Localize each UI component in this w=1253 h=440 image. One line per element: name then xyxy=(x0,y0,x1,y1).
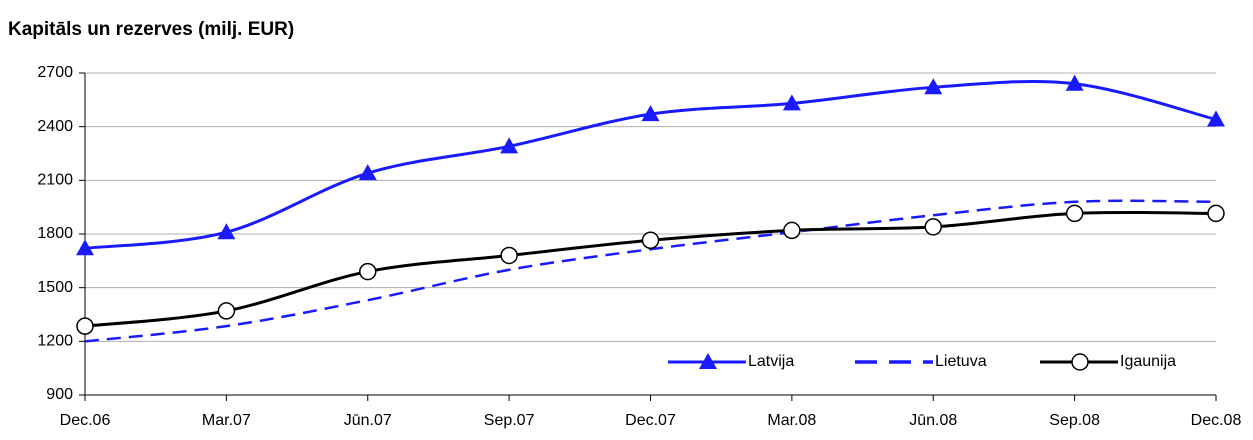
marker xyxy=(76,317,94,335)
marker xyxy=(783,221,801,240)
marker xyxy=(500,246,518,265)
legend-label: Lietuva xyxy=(935,353,987,370)
y-tick-label: 2400 xyxy=(37,118,73,135)
x-tick-label: Jūn.08 xyxy=(909,412,957,429)
y-tick-label: 900 xyxy=(46,386,73,403)
marker xyxy=(217,223,236,240)
y-tick-label: 2100 xyxy=(37,172,73,189)
marker xyxy=(924,218,942,236)
marker xyxy=(1071,353,1089,371)
marker xyxy=(358,164,377,181)
y-tick-label: 2700 xyxy=(37,64,73,81)
x-tick-label: Mar.08 xyxy=(767,412,816,429)
marker xyxy=(924,78,943,95)
marker xyxy=(641,231,660,250)
marker xyxy=(500,137,519,154)
x-tick-label: Sep.07 xyxy=(484,412,535,429)
y-tick-label: 1800 xyxy=(37,225,73,242)
x-tick-label: Dec.07 xyxy=(625,412,676,429)
x-tick-label: Sep.08 xyxy=(1049,412,1100,429)
legend-label: Igaunija xyxy=(1120,353,1176,370)
marker xyxy=(782,94,801,111)
x-tick-label: Jūn.07 xyxy=(344,412,392,429)
legend-label: Latvija xyxy=(748,353,794,370)
marker xyxy=(1207,204,1225,223)
y-tick-label: 1200 xyxy=(37,333,73,350)
chart-title: Kapitāls un rezerves (milj. EUR) xyxy=(8,19,294,40)
y-tick-label: 1500 xyxy=(37,279,73,296)
x-tick-label: Dec.06 xyxy=(60,412,111,429)
marker xyxy=(76,239,94,256)
x-tick-label: Dec.08 xyxy=(1191,412,1242,429)
marker xyxy=(641,105,660,122)
x-tick-label: Mar.07 xyxy=(202,412,251,429)
marker xyxy=(1065,74,1084,91)
series-line xyxy=(84,199,1217,343)
marker xyxy=(217,302,236,320)
marker xyxy=(1065,204,1084,223)
marker xyxy=(1207,110,1225,127)
marker xyxy=(359,262,377,281)
marker xyxy=(699,353,717,369)
series-line xyxy=(84,210,1217,328)
